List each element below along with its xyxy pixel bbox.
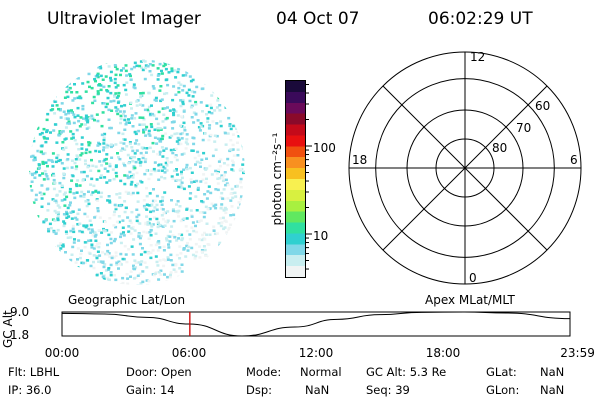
glat-label: GLat: [486,365,517,379]
polar-diag-2 [382,85,548,251]
y-tick-1-8: 1.8 [10,328,29,342]
strip-frame [61,311,571,337]
gc-alt-status: GC Alt: 5.3 Re [366,365,447,379]
mlt-label-0: 0 [469,271,477,285]
date-label: 04 Oct 07 [276,9,360,29]
mlt-label-12: 12 [470,50,485,64]
lat-label-80: 80 [492,141,507,155]
seq-status: Seq: 39 [366,383,410,397]
lat-label-70: 70 [516,121,531,135]
colorbar [285,80,306,278]
lat-label-60: 60 [535,99,550,113]
colorbar-tick-10: 10 [313,229,329,243]
geographic-label: Geographic Lat/Lon [68,293,185,307]
polar-mlt-grid: 12 0 18 6 60 70 80 [348,50,582,285]
time-label: 06:02:29 UT [428,9,533,29]
x-tick-label: 23:59 [560,346,595,360]
instrument-title: Ultraviolet Imager [47,9,201,29]
orbit-altitude-strip: Geographic Lat/Lon Apex MLat/MLT 9.0 1.8GC … [1,293,595,360]
glat-value: NaN [540,365,565,379]
mode-value: Normal [300,365,342,379]
glon-label: GLon: [486,383,520,397]
colorbar-tick-100: 100 [313,141,336,155]
gain-status: Gain: 14 [126,383,175,397]
mlt-label-18: 18 [352,153,367,167]
x-tick-label: 06:00 [172,346,207,360]
x-tick-label: 12:00 [299,346,334,360]
dsp-value: NaN [305,383,330,397]
ip-status: IP: 36.0 [8,383,52,397]
filter-status: Flt: LBHL [8,365,60,379]
uv-image-disk [29,59,245,285]
y-axis-label: GC Alt [1,310,15,348]
gc-alt-curve [61,311,570,337]
dsp-label: Dsp: [246,383,273,397]
x-tick-label: 18:00 [426,346,461,360]
uv-speckle [29,59,245,285]
mode-label: Mode: [246,365,282,379]
mlt-label-6: 6 [570,153,578,167]
apex-label: Apex MLat/MLT [425,293,515,307]
y-tick-9: 9.0 [10,305,29,319]
door-status: Door: Open [126,365,192,379]
colorbar-unit-label: photon cm⁻²s⁻¹ [270,132,284,226]
colorbar-ticks [305,83,312,270]
x-tick-label: 00:00 [45,346,80,360]
glon-value: NaN [540,383,565,397]
